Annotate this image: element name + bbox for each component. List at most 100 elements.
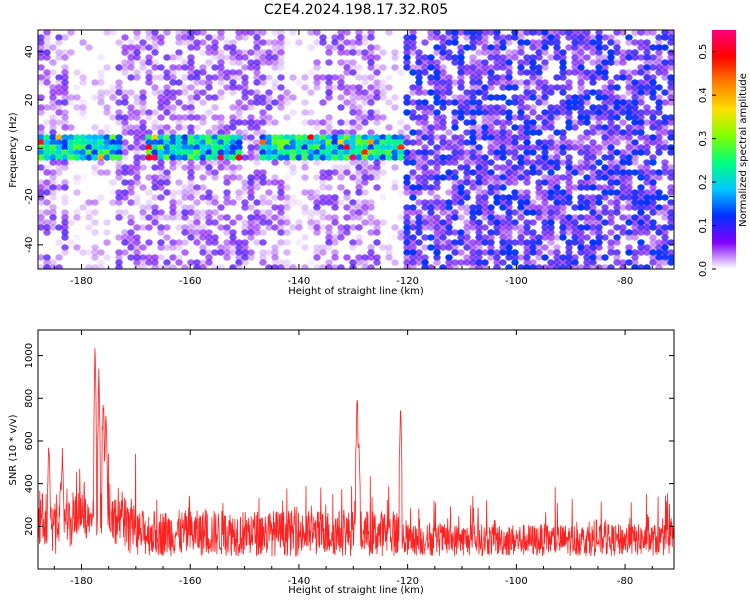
heatmap-cell	[595, 144, 603, 151]
heatmap-cell	[511, 149, 519, 156]
heatmap-cell	[559, 109, 567, 116]
heatmap-cell	[571, 30, 579, 36]
heatmap-cell	[289, 134, 297, 141]
heatmap-cell	[355, 204, 363, 211]
heatmap-cell	[205, 164, 213, 171]
heatmap-cell	[583, 264, 591, 269]
heatmap-cell	[475, 144, 483, 151]
heatmap-cell	[601, 124, 609, 131]
heatmap-cell	[541, 139, 549, 146]
heatmap-cell	[469, 159, 477, 166]
x-tick-label: -100	[505, 576, 528, 587]
heatmap-cell	[133, 239, 141, 246]
heatmap-cell	[667, 74, 674, 81]
heatmap-cell	[67, 154, 75, 161]
heatmap-cell	[49, 194, 57, 201]
heatmap-cell	[331, 129, 339, 136]
heatmap-cell	[631, 79, 639, 86]
heatmap-cell	[481, 134, 489, 141]
heatmap-cell	[265, 144, 273, 151]
figure-title: C2E4.2024.198.17.32.R05	[264, 2, 448, 18]
heatmap-cell	[523, 144, 531, 151]
heatmap-cell	[133, 139, 141, 146]
heatmap-cell	[649, 159, 657, 166]
heatmap-cell	[427, 209, 435, 216]
heatmap-cell	[541, 149, 549, 156]
heatmap-cell	[523, 249, 531, 256]
heatmap-cell	[361, 154, 369, 161]
heatmap-cell	[421, 89, 429, 96]
heatmap-cell	[433, 74, 441, 81]
heatmap-cell	[139, 144, 147, 151]
heatmap-cell	[211, 199, 219, 206]
heatmap-cell	[403, 209, 411, 216]
heatmap-cell	[589, 59, 597, 66]
heatmap-cell	[619, 179, 627, 186]
heatmap-cell	[271, 30, 279, 36]
heatmap-cell	[253, 219, 261, 226]
heatmap-cell	[175, 124, 183, 131]
heatmap-cell	[38, 209, 45, 216]
heatmap-cell	[271, 149, 279, 156]
heatmap-cell	[145, 109, 153, 116]
heatmap-cell	[409, 139, 417, 146]
heatmap-cell	[493, 174, 501, 181]
heatmap-cell	[667, 199, 674, 206]
heatmap-cell	[451, 54, 459, 61]
heatmap-cell	[49, 114, 57, 121]
heatmap-cell	[343, 49, 351, 56]
heatmap-cell	[271, 49, 279, 56]
heatmap-cell	[319, 179, 327, 186]
heatmap-cell	[613, 104, 621, 111]
heatmap-cell	[571, 229, 579, 236]
heatmap-cell	[151, 209, 159, 216]
heatmap-cell	[289, 194, 297, 201]
heatmap-cell	[325, 169, 333, 176]
heatmap-cell	[241, 134, 249, 141]
heatmap-cell	[541, 64, 549, 71]
heatmap-cell	[511, 99, 519, 106]
heatmap-cell	[199, 119, 207, 126]
heatmap-cell	[103, 129, 111, 136]
heatmap-cell	[235, 264, 243, 269]
heatmap-cell	[55, 39, 63, 46]
heatmap-cell	[235, 74, 243, 81]
heatmap-cell	[481, 239, 489, 246]
heatmap-cell	[49, 174, 57, 181]
heatmap-cell	[355, 254, 363, 261]
heatmap-cell	[661, 69, 669, 76]
heatmap-cell	[415, 139, 423, 146]
heatmap-cell	[547, 109, 555, 116]
heatmap-cell	[325, 214, 333, 221]
heatmap-cell	[175, 30, 183, 36]
heatmap-cell	[451, 189, 459, 196]
heatmap-cell	[457, 49, 465, 56]
heatmap-cell	[439, 159, 447, 166]
heatmap-cell	[169, 94, 177, 101]
heatmap-cell	[67, 124, 75, 131]
heatmap-cell	[625, 234, 633, 241]
heatmap-cell	[367, 149, 375, 156]
heatmap-cell	[43, 164, 51, 171]
heatmap-cell	[481, 234, 489, 241]
heatmap-cell	[157, 149, 165, 156]
heatmap-cell	[649, 174, 657, 181]
heatmap-cell	[235, 144, 243, 151]
heatmap-cell	[355, 259, 363, 266]
heatmap-cell	[445, 239, 453, 246]
heatmap-cell	[667, 214, 674, 221]
heatmap-cell	[139, 109, 147, 116]
heatmap-cell	[457, 194, 465, 201]
heatmap-cell	[205, 229, 213, 236]
heatmap-cell	[421, 154, 429, 161]
heatmap-cell	[217, 69, 225, 76]
heatmap-cell	[163, 154, 171, 161]
heatmap-cell	[529, 59, 537, 66]
heatmap-cell	[559, 54, 567, 61]
heatmap-cell	[637, 194, 645, 201]
heatmap-cell	[523, 194, 531, 201]
heatmap-cell	[271, 59, 279, 66]
heatmap-cell	[115, 114, 123, 121]
heatmap-cell	[469, 44, 477, 51]
heatmap-cell	[181, 204, 189, 211]
